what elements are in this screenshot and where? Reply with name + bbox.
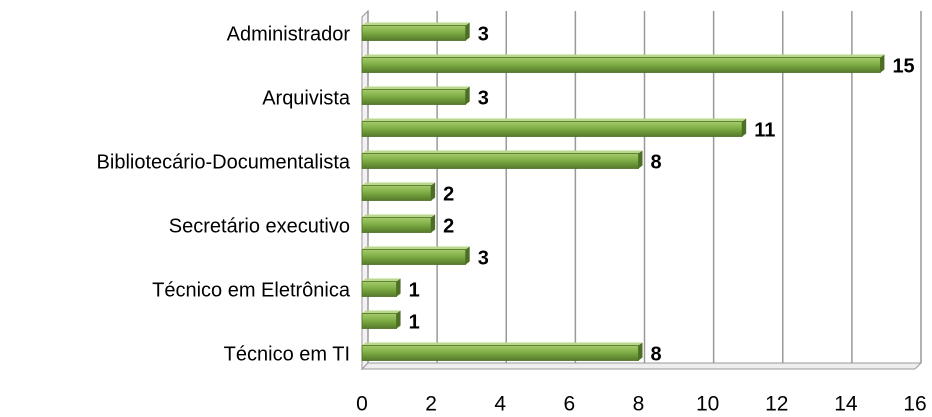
bar	[361, 86, 470, 105]
x-tick-label: 6	[564, 393, 576, 416]
value-label: 8	[651, 343, 662, 365]
x-tick-label: 12	[765, 393, 788, 416]
y-tick-label: Secretário executivo	[169, 215, 350, 237]
bar	[361, 54, 885, 73]
x-tick-label: 2	[425, 393, 437, 416]
x-tick-label: 16	[903, 393, 926, 416]
value-label: 8	[651, 151, 662, 173]
bar	[361, 310, 401, 329]
value-label: 11	[754, 119, 775, 141]
bar	[361, 214, 436, 233]
bar	[361, 150, 643, 169]
bar	[361, 118, 747, 137]
bar	[361, 182, 436, 201]
bar	[361, 22, 470, 41]
y-tick-label: Técnico em Eletrônica	[152, 279, 351, 301]
y-tick-label: Bibliotecário-Documentalista	[97, 151, 351, 173]
x-tick-label: 8	[633, 393, 645, 416]
x-tick-label: 4	[494, 393, 506, 416]
x-tick-label: 14	[834, 393, 858, 416]
bar	[361, 342, 643, 361]
floor	[360, 362, 923, 370]
value-label: 1	[409, 311, 420, 333]
value-label: 15	[892, 55, 914, 77]
x-tick-label: 0	[356, 393, 368, 416]
value-label: 1	[409, 279, 420, 301]
value-label: 3	[478, 247, 489, 269]
x-tick-label: 10	[696, 393, 719, 416]
value-label: 3	[478, 23, 489, 45]
bar	[361, 246, 470, 265]
value-label: 2	[443, 183, 454, 205]
value-label: 3	[478, 87, 489, 109]
value-label: 2	[443, 215, 454, 237]
y-tick-label: Arquivista	[262, 87, 351, 109]
y-tick-label: Técnico em TI	[224, 343, 350, 365]
y-tick-label: Administrador	[227, 23, 351, 45]
bar	[361, 278, 401, 297]
